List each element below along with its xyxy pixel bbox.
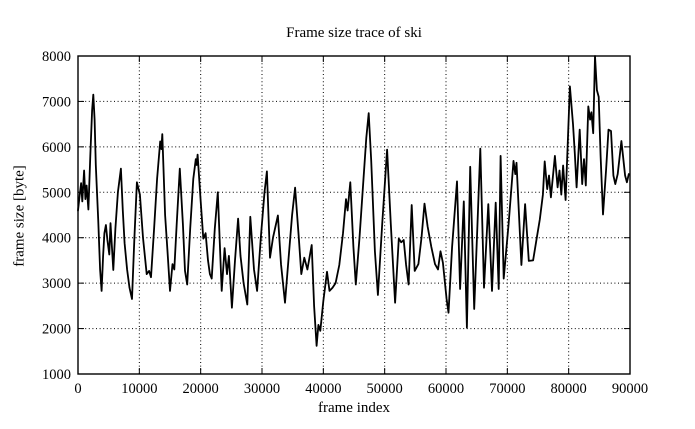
y-tick-label: 6000	[42, 140, 71, 156]
axis-ticks	[77, 55, 631, 375]
x-tick-label: 40000	[305, 381, 341, 397]
x-tick-label: 70000	[489, 381, 525, 397]
y-tick-label: 1000	[42, 367, 71, 383]
grid	[78, 56, 630, 374]
x-tick-label: 60000	[428, 381, 464, 397]
chart-title: Frame size trace of ski	[286, 25, 422, 41]
x-tick-label: 30000	[244, 381, 280, 397]
x-tick-labels: 0 10000 20000 30000 40000 50000 60000 70000 8000…	[74, 381, 648, 397]
frame-size-trace-line	[77, 55, 630, 347]
y-tick-label: 7000	[42, 94, 71, 110]
y-tick-labels: 1000 2000 3000 4000 5000 6000 7000 8000	[42, 49, 71, 383]
x-tick-label: 20000	[183, 381, 219, 397]
y-tick-label: 2000	[42, 322, 71, 338]
y-tick-label: 4000	[42, 231, 71, 247]
y-tick-label: 8000	[42, 49, 71, 65]
x-axis-label: frame index	[317, 400, 391, 416]
x-tick-label: 50000	[367, 381, 403, 397]
x-tick-label: 10000	[121, 381, 157, 397]
y-tick-label: 5000	[42, 185, 71, 201]
y-tick-label: 3000	[42, 276, 71, 292]
plot-border	[77, 55, 631, 375]
x-tick-label: 90000	[612, 381, 648, 397]
x-tick-label: 0	[74, 381, 81, 397]
x-tick-label: 80000	[551, 381, 587, 397]
